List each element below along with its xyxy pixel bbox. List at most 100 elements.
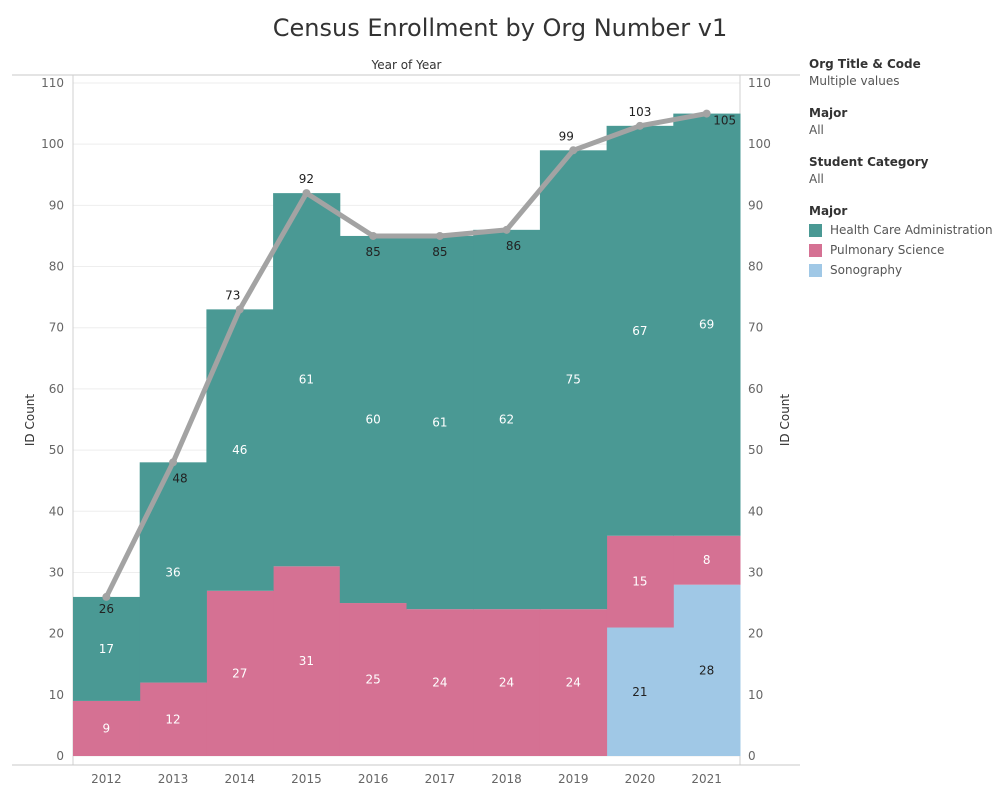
y-tick-label-left: 40 — [49, 504, 64, 518]
bar-health-care-administration — [73, 596, 141, 701]
filter-title: Major — [809, 106, 848, 120]
data-label-health-care-administration: 17 — [99, 642, 114, 656]
y-tick-label-right: 110 — [748, 76, 771, 90]
data-label-health-care-administration: 62 — [499, 413, 514, 427]
legend-swatch — [809, 223, 822, 237]
bar-health-care-administration — [673, 113, 741, 536]
bar-pulmonary-science — [339, 603, 407, 756]
bar-pulmonary-science — [606, 535, 674, 628]
total-point — [102, 592, 111, 601]
data-label-health-care-administration: 46 — [232, 443, 247, 457]
x-tick-label: 2017 — [425, 772, 456, 786]
data-label-pulmonary-science: 8 — [703, 553, 711, 567]
filter-value[interactable]: Multiple values — [809, 74, 900, 88]
total-label: 99 — [559, 129, 574, 143]
legend-swatch — [809, 243, 822, 257]
chart-title: Census Enrollment by Org Number v1 — [272, 14, 728, 42]
total-label: 86 — [506, 239, 521, 253]
legend: Major Health Care Administration Pulmona… — [809, 204, 994, 280]
data-label-health-care-administration: 61 — [432, 416, 447, 430]
y-tick-label-right: 10 — [748, 688, 763, 702]
filter-title: Student Category — [809, 155, 929, 169]
legend-item-sonography[interactable]: Sonography — [809, 260, 994, 280]
filter-value[interactable]: All — [809, 123, 824, 137]
x-header: Year of Year — [370, 58, 441, 72]
total-point — [369, 231, 378, 240]
y-tick-label-right: 70 — [748, 321, 763, 335]
bar-pulmonary-science — [406, 609, 474, 756]
bar-pulmonary-science — [73, 700, 141, 756]
bar-health-care-administration — [539, 150, 608, 610]
data-label-pulmonary-science: 9 — [103, 721, 111, 735]
y-tick-label-left: 10 — [49, 688, 64, 702]
filter-org-title[interactable]: Org Title & Code Multiple values — [809, 57, 994, 88]
filter-student-category[interactable]: Student Category All — [809, 155, 994, 186]
total-point — [702, 109, 711, 118]
total-label: 73 — [225, 288, 240, 302]
x-tick-label: 2021 — [691, 772, 722, 786]
total-label: 85 — [432, 245, 447, 259]
bar-pulmonary-science — [206, 590, 274, 756]
total-label: 92 — [299, 172, 314, 186]
filter-title: Org Title & Code — [809, 57, 921, 71]
legend-swatch — [809, 263, 822, 277]
total-label: 103 — [628, 105, 651, 119]
y-tick-label-left: 20 — [49, 627, 64, 641]
data-label-pulmonary-science: 24 — [499, 676, 514, 690]
legend-title: Major — [809, 204, 848, 218]
total-point — [502, 225, 511, 234]
x-tick-label: 2013 — [158, 772, 189, 786]
y-tick-label-right: 60 — [748, 382, 763, 396]
total-label: 85 — [366, 245, 381, 259]
bar-health-care-administration — [606, 125, 674, 536]
y-axis-label-right: ID Count — [778, 394, 792, 447]
y-tick-label-right: 80 — [748, 260, 763, 274]
total-line — [103, 111, 710, 600]
x-tick-label: 2014 — [224, 772, 255, 786]
y-tick-label-left: 0 — [56, 749, 64, 763]
total-point — [235, 305, 244, 314]
bar-health-care-administration — [406, 235, 474, 610]
legend-item-pulmonary-science[interactable]: Pulmonary Science — [809, 240, 994, 260]
x-tick-label: 2016 — [358, 772, 389, 786]
y-tick-label-left: 30 — [49, 565, 64, 579]
data-label-pulmonary-science: 24 — [566, 676, 581, 690]
y-tick-label-left: 90 — [49, 198, 64, 212]
total-label: 26 — [99, 602, 114, 616]
y-tick-label-right: 40 — [748, 504, 763, 518]
x-tick-label: 2015 — [291, 772, 322, 786]
filter-major[interactable]: Major All — [809, 106, 994, 137]
side-panel: Org Title & Code Multiple values Major A… — [809, 57, 994, 280]
y-tick-label-right: 30 — [748, 565, 763, 579]
legend-item-health-care-administration[interactable]: Health Care Administration — [809, 220, 994, 240]
data-label-health-care-administration: 61 — [299, 373, 314, 387]
bar-health-care-administration — [273, 193, 341, 567]
bar-health-care-administration — [473, 229, 541, 610]
bar-health-care-administration — [339, 235, 407, 604]
bar-sonography — [606, 627, 674, 756]
y-axis-label-left: ID Count — [23, 394, 37, 447]
data-label-health-care-administration: 67 — [632, 324, 647, 338]
y-tick-label-left: 110 — [41, 76, 64, 90]
bar-pulmonary-science — [673, 535, 741, 585]
bar-pulmonary-science — [139, 682, 207, 756]
data-label-pulmonary-science: 31 — [299, 654, 314, 668]
y-tick-label-left: 70 — [49, 321, 64, 335]
filter-value[interactable]: All — [809, 172, 824, 186]
data-label-pulmonary-science: 24 — [432, 676, 447, 690]
y-tick-label-left: 80 — [49, 260, 64, 274]
data-label-pulmonary-science: 27 — [232, 666, 247, 680]
total-point — [435, 231, 444, 240]
legend-label: Health Care Administration — [830, 223, 993, 237]
y-tick-label-left: 50 — [49, 443, 64, 457]
x-tick-label: 2020 — [625, 772, 656, 786]
total-label: 105 — [713, 114, 736, 128]
x-tick-label: 2012 — [91, 772, 122, 786]
total-point — [302, 189, 311, 198]
bar-pulmonary-science — [473, 609, 541, 756]
y-tick-label-right: 20 — [748, 627, 763, 641]
data-label-pulmonary-science: 15 — [632, 575, 647, 589]
total-point — [635, 121, 644, 130]
data-label-health-care-administration: 60 — [366, 413, 381, 427]
y-tick-label-left: 100 — [41, 137, 64, 151]
